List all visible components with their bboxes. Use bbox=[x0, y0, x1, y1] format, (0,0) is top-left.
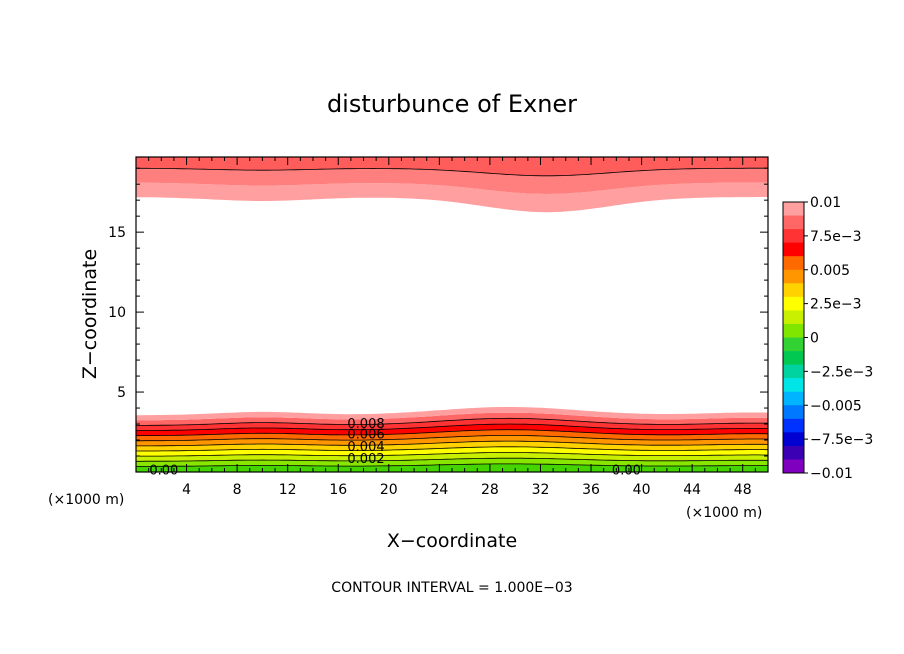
colorbar-swatch bbox=[783, 215, 804, 230]
x-tick-label: 32 bbox=[532, 482, 550, 498]
colorbar-swatch bbox=[783, 459, 804, 474]
contour-lines bbox=[136, 167, 768, 467]
contour-line bbox=[136, 452, 768, 457]
contour-band bbox=[136, 435, 768, 446]
x-unit-label-right: (×1000 m) bbox=[686, 505, 762, 521]
x-tick-label: 36 bbox=[582, 482, 600, 498]
contour-line bbox=[136, 429, 768, 437]
colorbar-label: 0.01 bbox=[810, 195, 841, 211]
colorbar-label: −0.01 bbox=[810, 466, 853, 482]
y-tick-label: 5 bbox=[117, 385, 126, 401]
colorbar-label: −0.005 bbox=[810, 398, 862, 414]
colorbar-swatch bbox=[783, 445, 804, 460]
contour-band bbox=[136, 441, 768, 451]
contour-line bbox=[136, 167, 768, 177]
x-tick-label: 12 bbox=[279, 482, 297, 498]
contour-band bbox=[136, 452, 768, 462]
colorbar-label: −2.5e−3 bbox=[810, 364, 873, 380]
contour-line bbox=[136, 423, 768, 431]
contour-band bbox=[136, 412, 768, 426]
colorbar-swatch bbox=[783, 283, 804, 298]
contour-line bbox=[136, 417, 768, 426]
colorbar-swatch bbox=[783, 432, 804, 447]
x-tick-label: 20 bbox=[380, 482, 398, 498]
colorbar: 0.01 7.5e−3 0.005 2.5e−3 0 −2.5e−3 −0.005 −7.5e… bbox=[782, 195, 873, 482]
colorbar-swatch bbox=[783, 378, 804, 393]
contour-band bbox=[136, 182, 768, 213]
contour-band bbox=[136, 407, 768, 421]
colorbar-label: 0 bbox=[810, 331, 819, 347]
contour-line bbox=[136, 440, 768, 447]
y-axis-label: Z−coordinate bbox=[79, 249, 101, 379]
x-tick-label: 40 bbox=[633, 482, 651, 498]
colorbar-swatch bbox=[783, 405, 804, 420]
colorbar-swatch bbox=[783, 202, 804, 216]
colorbar-swatch bbox=[783, 269, 804, 284]
contour-label: 0.00 bbox=[612, 463, 641, 478]
contour-label: 0.00 bbox=[149, 463, 178, 478]
x-tick-label: 4 bbox=[182, 482, 191, 498]
colorbar-swatch bbox=[783, 351, 804, 365]
colorbar-label: 7.5e−3 bbox=[810, 229, 862, 245]
contour-band bbox=[136, 424, 768, 436]
colorbar-swatch bbox=[783, 418, 804, 433]
colorbar-label: 0.005 bbox=[810, 263, 850, 279]
x-tick-label: 16 bbox=[329, 482, 347, 498]
colorbar-swatch bbox=[783, 391, 804, 406]
x-tick-label: 28 bbox=[481, 482, 499, 498]
colorbar-swatch bbox=[783, 296, 804, 311]
colorbar-swatch bbox=[783, 256, 804, 271]
x-tick-label: 48 bbox=[734, 482, 752, 498]
contour-line bbox=[136, 446, 768, 452]
colorbar-swatch bbox=[783, 364, 804, 379]
contour-line bbox=[136, 463, 768, 467]
contour-band bbox=[136, 168, 768, 194]
contour-fills bbox=[136, 157, 768, 472]
chart-title: disturbunce of Exner bbox=[327, 90, 577, 118]
colorbar-swatch bbox=[783, 337, 804, 352]
y-axis-ticks: 5 10 15 bbox=[108, 167, 768, 457]
colorbar-swatch bbox=[783, 323, 804, 338]
colorbar-swatch bbox=[783, 229, 804, 244]
colorbar-label: −7.5e−3 bbox=[810, 432, 873, 448]
contour-band bbox=[136, 418, 768, 431]
x-tick-label: 24 bbox=[430, 482, 448, 498]
x-unit-label-left: (×1000 m) bbox=[48, 492, 124, 508]
contour-label: 0.008 bbox=[347, 417, 384, 432]
contour-label: 0.002 bbox=[347, 452, 384, 467]
contour-band bbox=[136, 429, 768, 441]
x-axis-label: X−coordinate bbox=[387, 530, 517, 552]
x-tick-label: 44 bbox=[683, 482, 701, 498]
contour-band bbox=[136, 446, 768, 457]
contour-interval-note: CONTOUR INTERVAL = 1.000E−03 bbox=[331, 580, 572, 596]
colorbar-label: 2.5e−3 bbox=[810, 297, 862, 313]
x-tick-label: 8 bbox=[233, 482, 242, 498]
y-tick-label: 15 bbox=[108, 225, 126, 241]
contour-label: 0.006 bbox=[347, 427, 384, 442]
contour-band bbox=[136, 157, 768, 176]
colorbar-swatch bbox=[783, 310, 804, 325]
contour-line bbox=[136, 435, 768, 442]
y-tick-label: 10 bbox=[108, 305, 126, 321]
contour-line bbox=[136, 457, 768, 462]
colorbar-swatch bbox=[783, 242, 804, 257]
x-axis-ticks: 4 8 12 16 20 24 28 32 36 40 44 48 bbox=[135, 157, 769, 498]
contour-label: 0.004 bbox=[347, 440, 384, 455]
